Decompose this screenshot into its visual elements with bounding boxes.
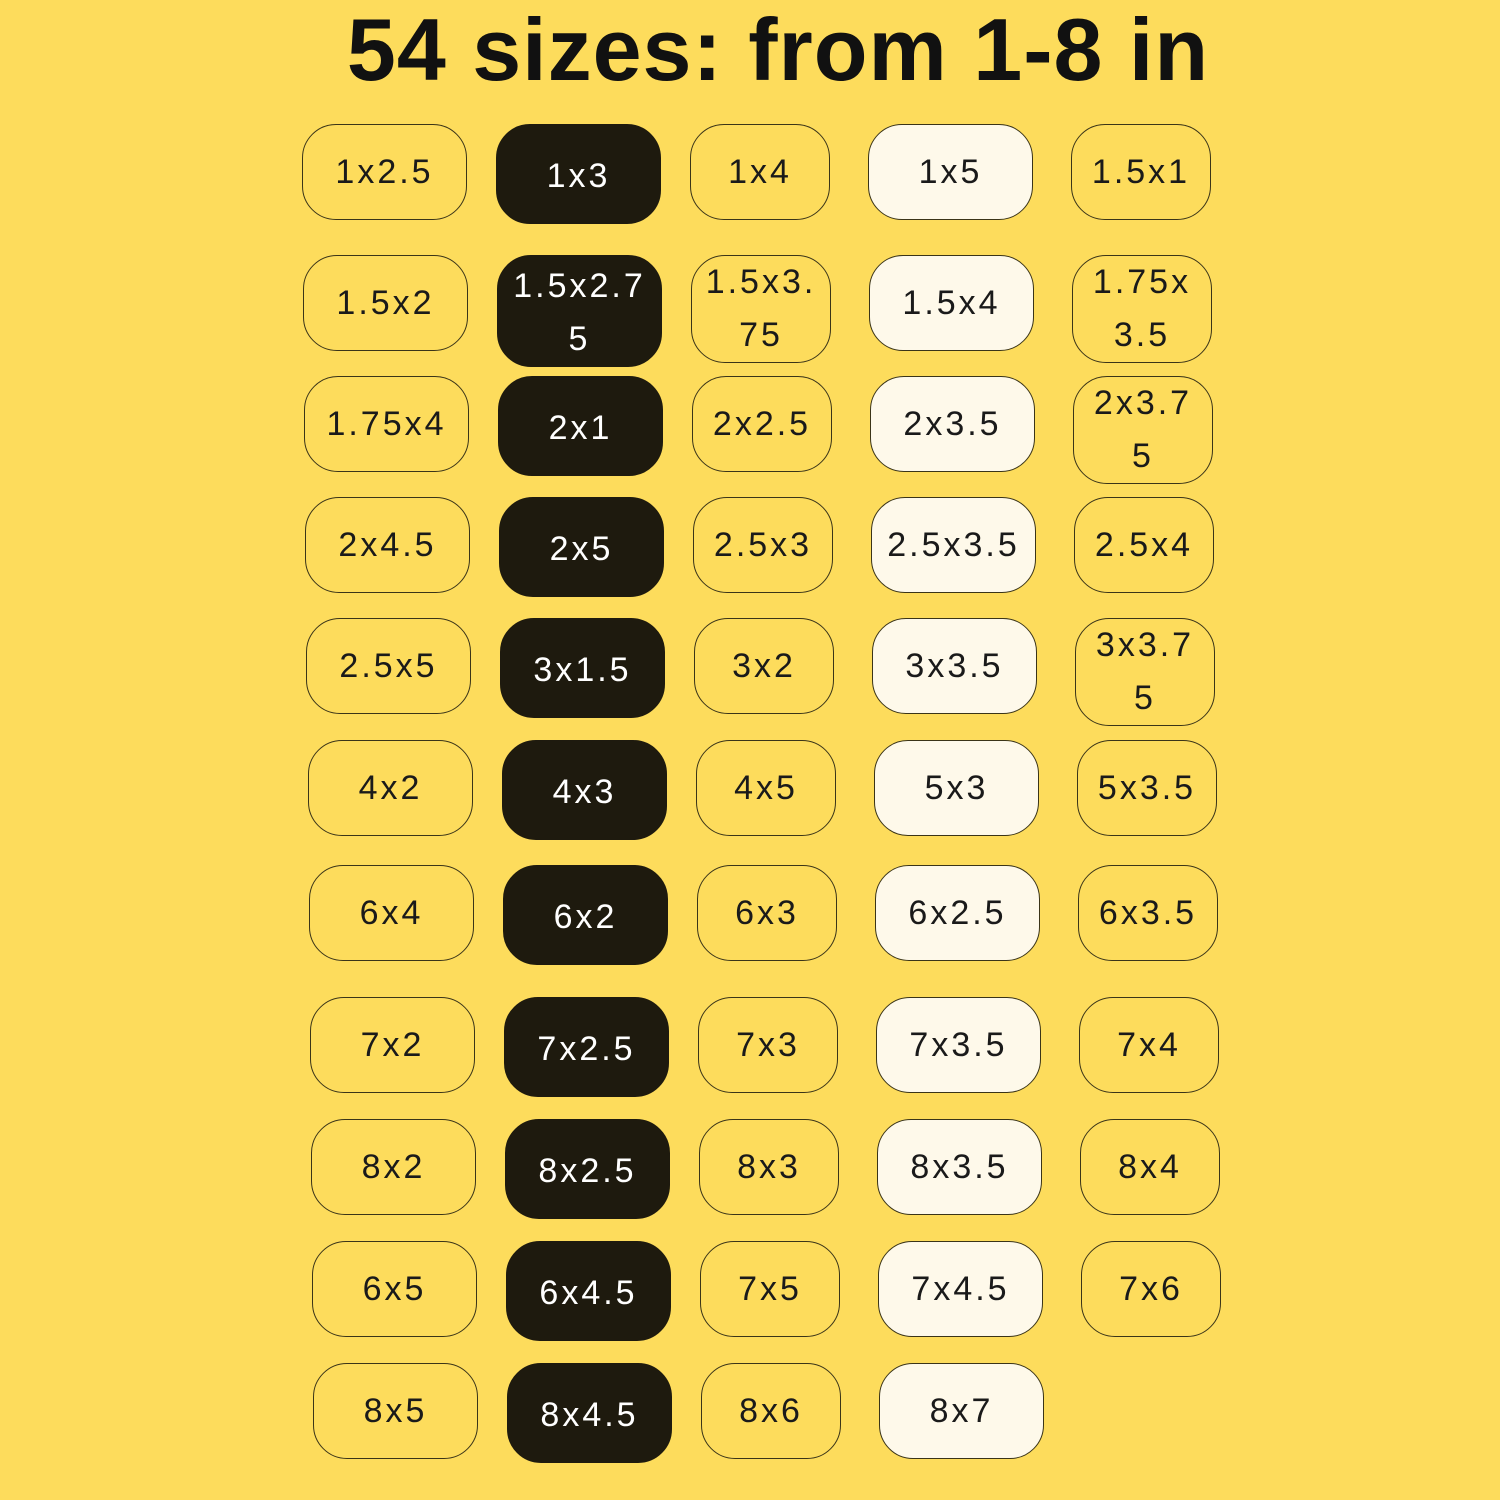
- size-option[interactable]: 1.5x3.75: [691, 255, 831, 363]
- size-option[interactable]: 2x5: [499, 497, 664, 597]
- size-option[interactable]: 6x4: [309, 865, 474, 961]
- size-option[interactable]: 8x7: [879, 1363, 1044, 1459]
- size-option[interactable]: 1x2.5: [302, 124, 467, 220]
- size-option[interactable]: 8x3.5: [877, 1119, 1042, 1215]
- size-option[interactable]: 1x3: [496, 124, 661, 224]
- size-option[interactable]: 3x3.5: [872, 618, 1037, 714]
- size-option[interactable]: 4x3: [502, 740, 667, 840]
- size-option[interactable]: 2x1: [498, 376, 663, 476]
- size-option[interactable]: 7x4.5: [878, 1241, 1043, 1337]
- size-option[interactable]: 6x3: [697, 865, 837, 961]
- size-option[interactable]: 7x5: [700, 1241, 840, 1337]
- size-option[interactable]: 5x3: [874, 740, 1039, 836]
- size-option[interactable]: 4x5: [696, 740, 836, 836]
- size-option[interactable]: 8x6: [701, 1363, 841, 1459]
- size-option[interactable]: 1.75x3.5: [1072, 255, 1212, 363]
- size-option[interactable]: 2.5x3: [693, 497, 833, 593]
- size-option[interactable]: 2x4.5: [305, 497, 470, 593]
- size-option[interactable]: 7x3: [698, 997, 838, 1093]
- size-option[interactable]: 2x2.5: [692, 376, 832, 472]
- size-option[interactable]: 3x2: [694, 618, 834, 714]
- size-option[interactable]: 4x2: [308, 740, 473, 836]
- size-option[interactable]: 1x5: [868, 124, 1033, 220]
- size-option[interactable]: 8x3: [699, 1119, 839, 1215]
- size-option[interactable]: 5x3.5: [1077, 740, 1217, 836]
- size-option[interactable]: 8x4.5: [507, 1363, 672, 1463]
- size-option[interactable]: 3x3.75: [1075, 618, 1215, 726]
- size-option[interactable]: 1.5x4: [869, 255, 1034, 351]
- size-option[interactable]: 2x3.5: [870, 376, 1035, 472]
- size-option[interactable]: 2.5x3.5: [871, 497, 1036, 593]
- size-option[interactable]: 6x3.5: [1078, 865, 1218, 961]
- size-option[interactable]: 8x2: [311, 1119, 476, 1215]
- size-option[interactable]: 8x4: [1080, 1119, 1220, 1215]
- size-option[interactable]: 6x2: [503, 865, 668, 965]
- size-option[interactable]: 1.5x2: [303, 255, 468, 351]
- size-option[interactable]: 2x3.75: [1073, 376, 1213, 484]
- size-option[interactable]: 6x2.5: [875, 865, 1040, 961]
- size-option[interactable]: 6x4.5: [506, 1241, 671, 1341]
- size-option[interactable]: 2.5x5: [306, 618, 471, 714]
- size-option[interactable]: 7x2.5: [504, 997, 669, 1097]
- page-title: 54 sizes: from 1-8 in: [346, 0, 1210, 99]
- size-option[interactable]: 1.5x1: [1071, 124, 1211, 220]
- size-option[interactable]: 1.75x4: [304, 376, 469, 472]
- size-option[interactable]: 2.5x4: [1074, 497, 1214, 593]
- size-option[interactable]: 7x2: [310, 997, 475, 1093]
- size-option[interactable]: 8x5: [313, 1363, 478, 1459]
- size-option[interactable]: 7x6: [1081, 1241, 1221, 1337]
- size-option[interactable]: 8x2.5: [505, 1119, 670, 1219]
- size-option[interactable]: 7x4: [1079, 997, 1219, 1093]
- size-option[interactable]: 1.5x2.75: [497, 255, 662, 367]
- size-option[interactable]: 7x3.5: [876, 997, 1041, 1093]
- size-option[interactable]: 3x1.5: [500, 618, 665, 718]
- size-option[interactable]: 6x5: [312, 1241, 477, 1337]
- size-option[interactable]: 1x4: [690, 124, 830, 220]
